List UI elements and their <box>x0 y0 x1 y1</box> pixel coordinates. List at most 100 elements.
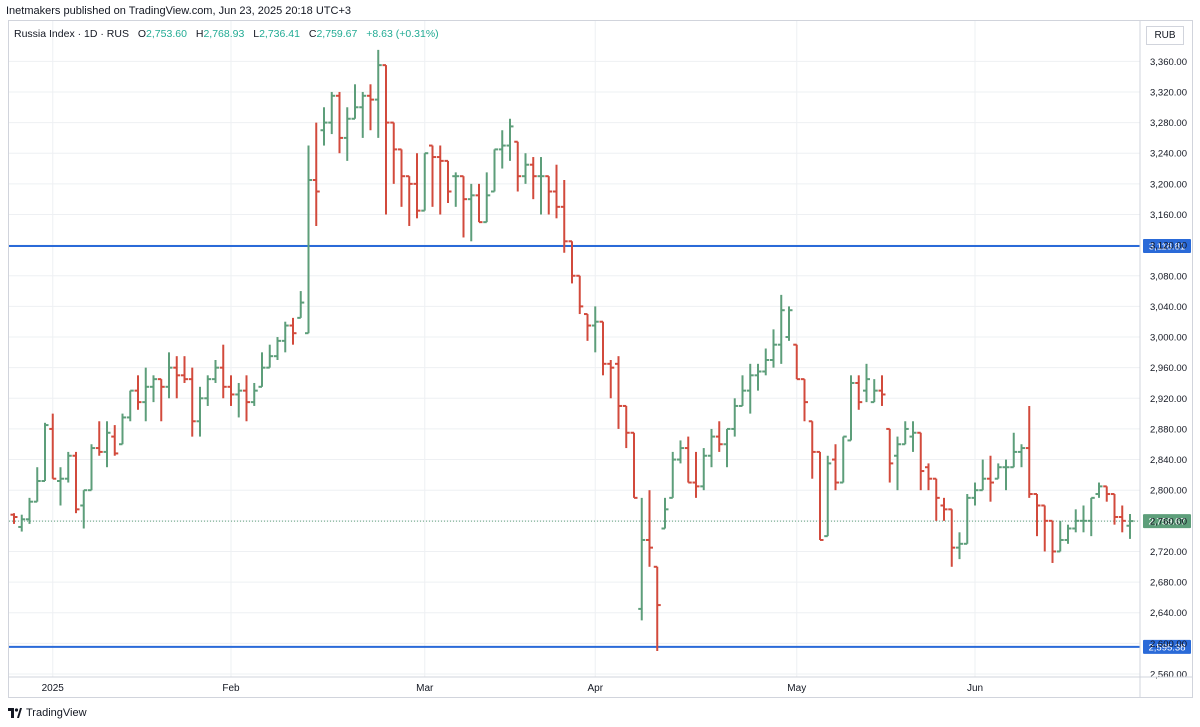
ohlc-bar <box>855 375 863 410</box>
ohlc-bar <box>793 343 801 381</box>
ohlc-bar <box>917 431 925 491</box>
ohlc-bar <box>529 157 537 200</box>
ohlc-bar <box>708 428 715 468</box>
ohlc-bar <box>1041 504 1049 552</box>
ohlc-bar <box>188 367 196 437</box>
ohlc-bar <box>646 490 653 567</box>
ohlc-bar <box>1080 505 1087 533</box>
ohlc-bar <box>227 375 235 406</box>
ohlc-bar <box>677 440 684 464</box>
y-tick-label: 2,760.00 <box>1150 516 1187 527</box>
ohlc-bar <box>777 294 785 364</box>
ohlc-bar <box>987 455 994 502</box>
ohlc-bar <box>925 463 932 491</box>
ohlc-bar <box>343 107 351 161</box>
ohlc-bar <box>661 497 669 530</box>
ohlc-bar <box>901 421 909 446</box>
ohlc-bar <box>18 514 26 532</box>
ohlc-bar <box>274 337 281 360</box>
ohlc-bar <box>816 450 824 541</box>
level-price-tag <box>1143 639 1191 654</box>
price-axis: 2,560.00 2,600.00 2,640.00 2,680.00 2,720.00… <box>1139 20 1187 697</box>
ohlc-bar <box>212 360 219 383</box>
ohlc-bar <box>847 375 855 442</box>
x-tick-label: Apr <box>587 683 603 694</box>
ohlc-bar <box>235 382 243 418</box>
ohlc-bar <box>886 427 894 483</box>
legend-high-value: 2,768.93 <box>203 28 245 40</box>
ohlc-bar <box>351 84 359 120</box>
ohlc-bar <box>382 64 390 215</box>
legend-high-label: H <box>195 28 204 40</box>
ohlc-bar <box>57 467 64 506</box>
ohlc-bar <box>599 320 607 376</box>
chart-frame <box>8 20 1193 698</box>
ohlc-bar <box>134 375 142 410</box>
ohlc-bar <box>878 375 886 406</box>
ohlc-bar <box>568 240 576 284</box>
ohlc-bar <box>754 363 762 391</box>
ohlc-bar <box>630 431 638 499</box>
footer-brand: TradingView <box>8 705 87 721</box>
legend-low-label: L <box>253 28 260 40</box>
ohlc-bar <box>475 183 483 224</box>
y-tick-label: 2,880.00 <box>1150 424 1187 435</box>
time-axis: 2025 Feb Mar Apr May Jun <box>8 676 1193 694</box>
ohlc-bar <box>1103 485 1111 502</box>
ohlc-bar <box>111 425 119 456</box>
tradingview-logo-icon <box>8 708 22 718</box>
y-tick-label: 2,600.00 <box>1150 639 1187 650</box>
y-tick-label: 2,680.00 <box>1150 578 1187 589</box>
ohlc-bar <box>576 274 584 315</box>
ohlc-bar <box>390 121 398 184</box>
ohlc-bar <box>250 382 258 406</box>
ohlc-bar <box>1025 405 1033 498</box>
y-tick-label: 2,840.00 <box>1150 455 1187 466</box>
ohlc-bar <box>514 140 522 192</box>
ohlc-bar <box>560 180 568 253</box>
ohlc-bar <box>126 389 134 422</box>
ohlc-bar <box>746 363 754 414</box>
x-tick-label: Jun <box>967 683 983 694</box>
last-price-label: 2,759.67 <box>1149 517 1186 528</box>
ohlc-bar <box>591 306 599 353</box>
ohlc-bar <box>413 153 421 219</box>
legend-open-value: 2,753.60 <box>146 28 187 40</box>
y-tick-label: 2,640.00 <box>1150 608 1187 619</box>
grid-lines <box>9 21 1140 677</box>
ohlc-bar <box>808 420 816 479</box>
ohlc-bar <box>1002 459 1010 491</box>
ohlc-bar <box>1056 520 1064 553</box>
y-tick-label: 2,720.00 <box>1150 547 1187 558</box>
ohlc-bar <box>80 489 88 529</box>
ohlc-bar <box>103 421 111 468</box>
ohlc-bar <box>715 421 723 452</box>
currency-button[interactable]: RUB <box>1146 26 1184 45</box>
ohlc-bar <box>824 455 832 538</box>
symbol-legend: Russia Index · 1D · RUS O2,753.60 H2,768… <box>14 28 439 40</box>
y-tick-label: 2,560.00 <box>1150 670 1187 681</box>
ohlc-bar <box>622 404 630 449</box>
ohlc-bar <box>1111 493 1118 525</box>
y-tick-label: 3,280.00 <box>1150 118 1187 129</box>
ohlc-bar <box>405 175 413 226</box>
y-tick-label: 3,320.00 <box>1150 87 1187 98</box>
ohlc-bar <box>653 565 661 652</box>
x-tick-label: Feb <box>222 683 240 694</box>
ohlc-bar <box>467 183 475 242</box>
ohlc-bar <box>1072 509 1080 533</box>
y-tick-label: 2,920.00 <box>1150 394 1187 405</box>
ohlc-bar <box>963 494 971 545</box>
ohlc-bar <box>297 291 305 319</box>
ohlc-bar <box>909 421 917 452</box>
ohlc-bar <box>971 482 979 506</box>
ohlc-bar <box>336 91 343 154</box>
x-tick-label: Mar <box>416 683 434 694</box>
ohlc-bar <box>258 352 266 388</box>
ohlc-bar <box>64 451 72 483</box>
ohlc-bar <box>165 352 173 399</box>
ohlc-bar <box>979 459 987 492</box>
ohlc-bar <box>1033 493 1041 537</box>
y-tick-label: 3,040.00 <box>1150 302 1187 313</box>
